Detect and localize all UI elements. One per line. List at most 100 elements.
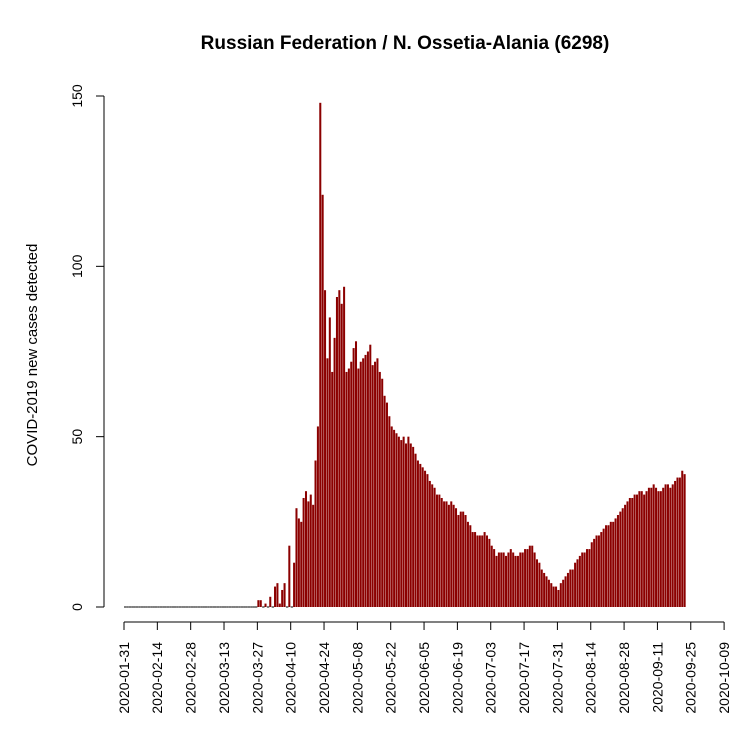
bar xyxy=(295,508,298,607)
bar xyxy=(607,525,610,607)
bar xyxy=(512,552,515,607)
bar xyxy=(283,583,286,607)
bar xyxy=(583,552,586,607)
bar xyxy=(557,589,560,607)
x-tick-label: 2020-02-14 xyxy=(149,642,165,714)
bar xyxy=(683,474,686,607)
bar xyxy=(531,545,534,607)
bar xyxy=(578,555,581,607)
bar xyxy=(414,453,417,607)
bar xyxy=(652,484,655,607)
bar xyxy=(478,535,481,607)
bar xyxy=(576,559,579,607)
bar xyxy=(466,521,469,607)
bar xyxy=(666,484,669,607)
x-axis: 2020-01-31 2020-02-14 2020-02-28 2020-03-13… xyxy=(116,621,732,714)
x-tick-label: 2020-01-31 xyxy=(116,642,132,714)
bar xyxy=(274,586,277,607)
bar xyxy=(514,555,517,607)
bar xyxy=(502,552,505,607)
bar xyxy=(609,521,612,607)
bar xyxy=(674,480,677,607)
y-tick-label: 0 xyxy=(69,603,85,611)
x-tick-label: 2020-05-08 xyxy=(349,642,365,714)
bar xyxy=(533,552,536,607)
x-tick-label: 2020-06-19 xyxy=(449,642,465,714)
y-tick-label: 100 xyxy=(69,254,85,278)
bar xyxy=(678,477,681,607)
bar xyxy=(569,569,572,607)
bar xyxy=(297,518,300,607)
bar xyxy=(350,361,353,607)
bar xyxy=(321,194,324,608)
bar xyxy=(471,532,474,607)
bar xyxy=(540,569,543,607)
bar xyxy=(600,532,603,607)
bar xyxy=(590,542,593,607)
x-tick-label: 2020-08-28 xyxy=(616,642,632,714)
bar xyxy=(614,518,617,607)
bar xyxy=(333,337,336,607)
bar xyxy=(402,436,405,607)
bar xyxy=(645,491,648,607)
bar xyxy=(655,487,658,607)
bar xyxy=(400,440,403,607)
bar xyxy=(595,535,598,607)
bar xyxy=(585,549,589,607)
bar xyxy=(516,555,519,607)
bar xyxy=(293,562,296,607)
bar xyxy=(304,491,308,607)
bar xyxy=(397,436,400,607)
bar xyxy=(640,491,643,607)
bar xyxy=(381,378,384,607)
x-tick-label: 2020-04-24 xyxy=(316,642,332,714)
bar xyxy=(505,555,508,607)
bar xyxy=(450,501,453,607)
x-tick-label: 2020-03-27 xyxy=(249,642,265,714)
bar xyxy=(276,583,279,607)
bar xyxy=(409,443,412,607)
bar xyxy=(359,361,362,607)
bar xyxy=(643,494,646,607)
bar xyxy=(524,549,527,607)
bar xyxy=(366,351,369,607)
bar xyxy=(326,358,329,607)
bar xyxy=(555,586,558,607)
bar xyxy=(469,525,472,607)
bar xyxy=(428,480,431,607)
bar xyxy=(483,532,486,607)
bar xyxy=(364,354,367,607)
bar xyxy=(662,487,665,607)
bar xyxy=(369,344,372,607)
bar xyxy=(493,549,496,607)
bar xyxy=(302,497,305,607)
bar xyxy=(635,494,639,607)
bar xyxy=(593,538,596,607)
bar xyxy=(664,484,667,607)
bar xyxy=(421,467,424,607)
y-tick-label: 150 xyxy=(69,84,85,108)
x-tick-label: 2020-09-25 xyxy=(683,642,699,714)
bar xyxy=(588,549,591,607)
bar xyxy=(269,596,272,607)
bar xyxy=(605,525,608,607)
bar xyxy=(405,443,408,607)
bar xyxy=(616,515,619,607)
bar xyxy=(376,358,379,607)
x-tick-label: 2020-07-03 xyxy=(483,642,499,714)
bar xyxy=(440,497,443,607)
bar xyxy=(535,559,538,607)
bar xyxy=(407,436,410,607)
bar xyxy=(343,286,346,607)
bar xyxy=(633,494,636,607)
bar xyxy=(447,504,450,607)
bar xyxy=(545,576,548,607)
x-tick-label: 2020-06-05 xyxy=(416,642,432,714)
bar xyxy=(474,532,477,607)
bar xyxy=(393,429,396,607)
bar xyxy=(638,491,641,607)
bar xyxy=(631,497,634,607)
bar xyxy=(419,463,422,607)
bar xyxy=(559,583,562,607)
bar xyxy=(338,290,341,607)
